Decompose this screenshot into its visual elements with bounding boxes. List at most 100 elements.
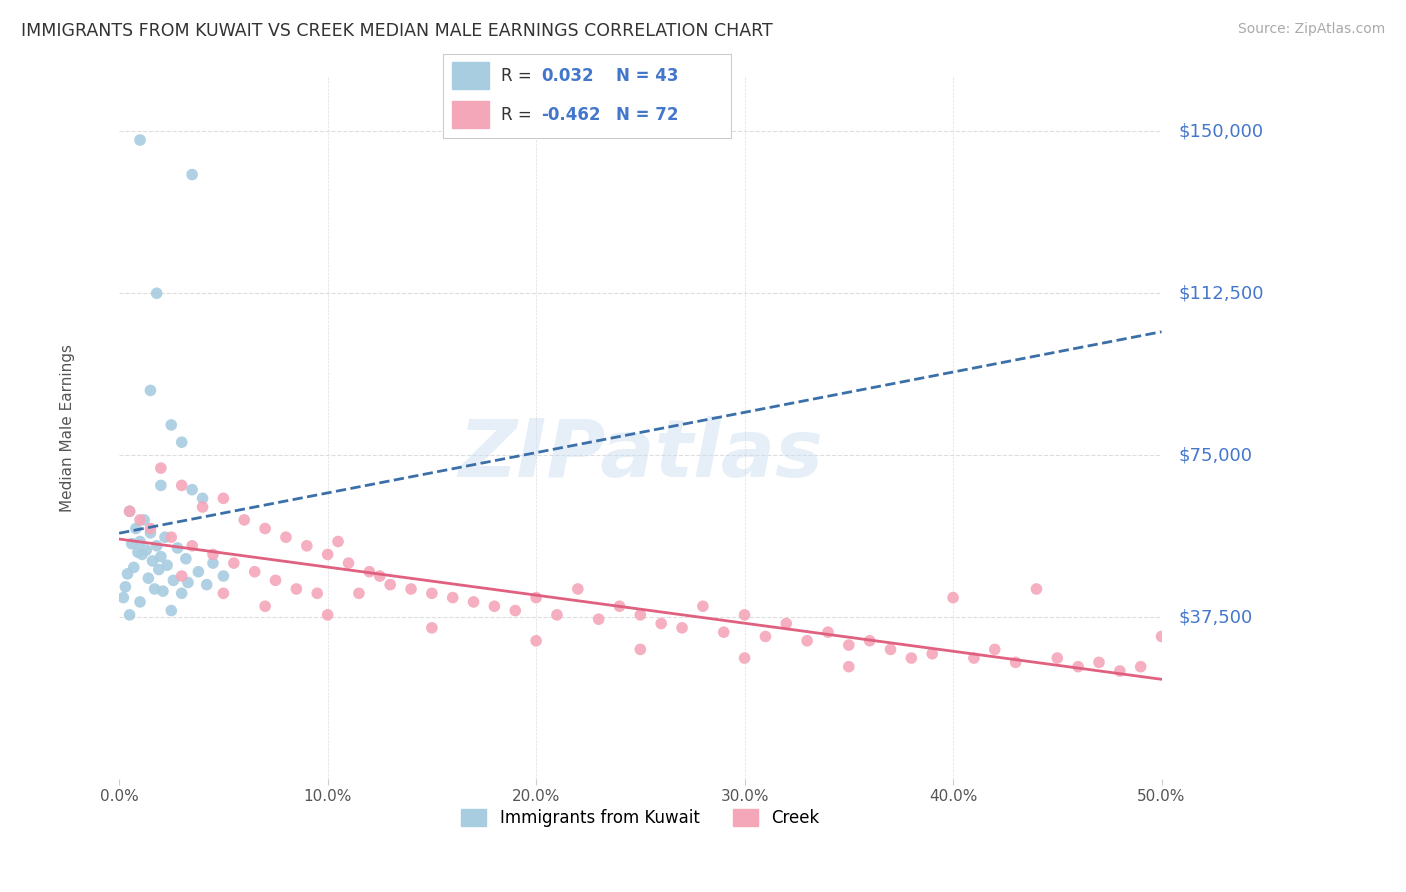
Point (233, 513, 256, 527)
Point (796, 633, 818, 648)
Point (337, 556, 360, 570)
Point (1129, 659, 1152, 673)
Point (817, 625, 839, 640)
Point (838, 638, 860, 652)
Point (118, 607, 141, 622)
Point (295, 539, 318, 553)
Point (1150, 630, 1173, 644)
Text: -0.462: -0.462 (541, 105, 600, 123)
Point (148, 563, 170, 577)
Point (1004, 656, 1026, 670)
Point (734, 607, 756, 622)
Point (131, 548, 153, 562)
Text: 0.032: 0.032 (541, 67, 593, 85)
Point (628, 642, 651, 657)
Point (963, 651, 986, 665)
Point (160, 530, 183, 544)
Text: N = 43: N = 43 (616, 67, 678, 85)
Point (212, 491, 235, 506)
Point (114, 580, 136, 594)
Point (359, 565, 381, 579)
Bar (451, 101, 489, 128)
Text: IMMIGRANTS FROM KUWAIT VS CREEK MEDIAN MALE EARNINGS CORRELATION CHART: IMMIGRANTS FROM KUWAIT VS CREEK MEDIAN M… (21, 22, 773, 40)
Point (143, 582, 166, 596)
Point (420, 621, 443, 635)
Point (174, 551, 197, 566)
Text: $112,500: $112,500 (1178, 285, 1264, 302)
Point (650, 616, 672, 631)
Legend: Immigrants from Kuwait, Creek: Immigrants from Kuwait, Creek (454, 802, 827, 834)
Text: Source: ZipAtlas.com: Source: ZipAtlas.com (1237, 22, 1385, 37)
Point (524, 633, 547, 648)
Text: ZIPatlas: ZIPatlas (458, 417, 823, 494)
Point (463, 595, 485, 609)
Point (567, 582, 589, 596)
Point (921, 647, 943, 661)
Point (212, 586, 235, 600)
Point (254, 522, 277, 536)
Point (838, 659, 860, 673)
Text: R =: R = (501, 105, 537, 123)
Point (139, 525, 162, 540)
Point (609, 599, 631, 614)
Text: $75,000: $75,000 (1178, 446, 1253, 464)
Point (1025, 582, 1047, 596)
Point (125, 522, 148, 536)
Text: R =: R = (501, 67, 537, 85)
Point (129, 513, 152, 527)
Point (1108, 664, 1130, 678)
Point (264, 574, 287, 588)
Point (316, 548, 339, 562)
Point (170, 435, 193, 450)
Point (1067, 659, 1090, 673)
Point (118, 504, 141, 518)
Point (546, 607, 568, 622)
Point (170, 586, 193, 600)
Point (156, 558, 179, 573)
Point (181, 483, 204, 497)
Point (187, 565, 209, 579)
Point (166, 541, 188, 555)
Point (170, 569, 193, 583)
Point (145, 286, 167, 301)
Point (149, 549, 172, 564)
Point (129, 534, 152, 549)
Point (900, 651, 922, 665)
Point (122, 560, 145, 574)
Point (191, 491, 214, 506)
Point (326, 534, 349, 549)
Bar (451, 62, 489, 89)
Point (181, 539, 204, 553)
Point (316, 607, 339, 622)
Point (191, 500, 214, 514)
Point (671, 621, 693, 635)
Point (628, 607, 651, 622)
Point (112, 591, 135, 605)
Point (134, 513, 156, 527)
Point (181, 168, 204, 182)
Point (420, 586, 443, 600)
Point (201, 556, 224, 570)
Point (139, 522, 162, 536)
Point (734, 651, 756, 665)
Text: $150,000: $150,000 (1178, 122, 1264, 140)
Point (484, 599, 506, 614)
Point (135, 543, 157, 558)
Point (177, 575, 200, 590)
Text: Median Male Earnings: Median Male Earnings (59, 344, 75, 512)
Point (195, 577, 218, 591)
Point (212, 569, 235, 583)
Point (713, 625, 735, 640)
Point (162, 574, 184, 588)
Point (254, 599, 277, 614)
Point (138, 571, 160, 585)
Point (243, 565, 266, 579)
Point (754, 630, 776, 644)
Point (859, 633, 882, 648)
Point (149, 478, 172, 492)
Point (129, 133, 152, 147)
Point (692, 599, 714, 614)
Point (285, 582, 308, 596)
Point (160, 417, 183, 432)
Point (775, 616, 797, 631)
